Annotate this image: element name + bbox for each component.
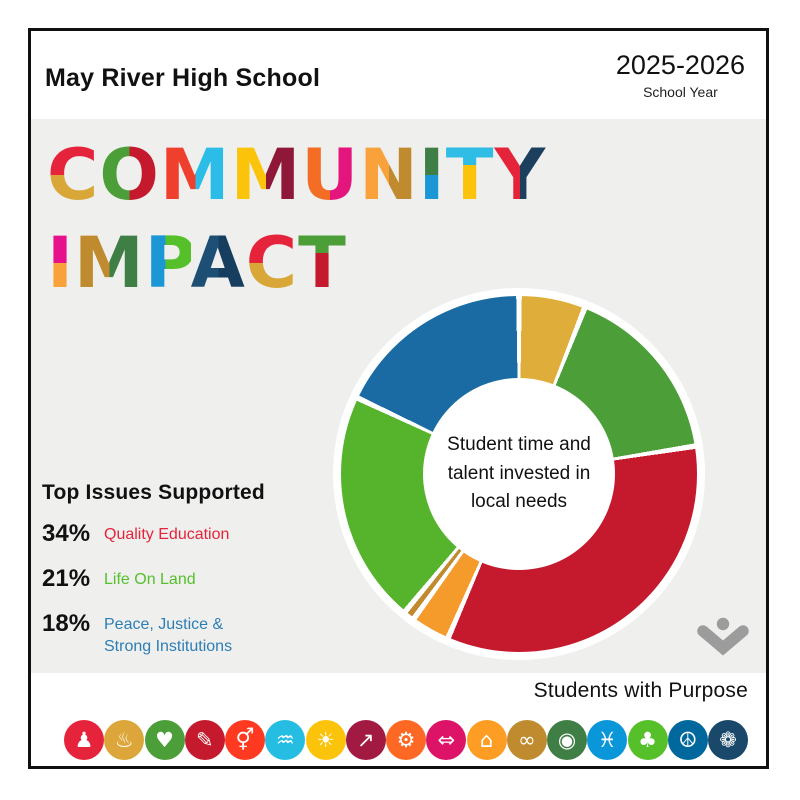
title-letter: P	[144, 222, 191, 304]
sdg-5-gender-equality-icon: ⚥	[225, 720, 265, 760]
sdg-8-decent-work-icon-glyph: ↗	[356, 727, 375, 752]
legend-items: 34% Quality Education 21% Life On Land 18% Pe…	[42, 520, 292, 657]
sdg-17-partnerships-icon: ❁	[708, 720, 748, 760]
sdg-10-reduced-inequalities-icon-glyph: ⇔	[437, 727, 456, 752]
sdg-1-no-poverty-icon-glyph: ♟	[74, 727, 94, 752]
legend-item: 21% Life On Land	[42, 565, 292, 593]
sdg-13-climate-action-icon: ◉	[547, 720, 587, 760]
title-letter: M	[159, 134, 231, 216]
sdg-9-industry-innovation-icon: ⚙	[386, 720, 426, 760]
sdg-4-quality-education-icon-glyph: ✎	[195, 727, 214, 752]
sdg-4-quality-education-icon: ✎	[184, 720, 225, 760]
sdg-7-clean-energy-icon: ☀	[305, 720, 346, 760]
sdg-15-life-on-land-icon-glyph: ♣	[638, 727, 657, 752]
school-year-caption: School Year	[643, 84, 718, 100]
title-letter: Y	[494, 134, 547, 216]
title-line-2: IMPACT	[47, 228, 546, 302]
sdg-5-gender-equality-icon-glyph: ⚥	[235, 727, 255, 752]
legend-item-label: Quality Education	[104, 526, 230, 543]
sdg-12-responsible-consumption-icon: ∞	[506, 720, 547, 760]
title-letter: M	[230, 134, 302, 216]
title-letter: C	[245, 222, 299, 304]
sdg-9-industry-innovation-icon-glyph: ⚙	[396, 727, 416, 752]
sdg-12-responsible-consumption-icon-glyph: ∞	[518, 727, 536, 752]
legend-heading: Top Issues Supported	[42, 481, 265, 504]
brand-name: Students with Purpose	[533, 679, 748, 702]
title-letter: O	[99, 134, 160, 216]
sdg-3-good-health-icon-glyph: ♥	[155, 727, 174, 752]
sdg-11-sustainable-cities-icon-glyph: ⌂	[479, 727, 494, 752]
page-title: COMMUNITY IMPACT	[47, 140, 546, 302]
sdg-16-peace-justice-icon: ☮	[667, 720, 708, 760]
title-letter: I	[418, 134, 446, 216]
sdg-11-sustainable-cities-icon: ⌂	[466, 720, 507, 760]
sdg-7-clean-energy-icon-glyph: ☀	[316, 727, 335, 752]
sdg-6-clean-water-icon-glyph: ♒	[275, 727, 295, 752]
title-letter: N	[359, 134, 419, 216]
title-letter: M	[74, 222, 145, 304]
title-letter: U	[301, 134, 360, 216]
sdg-6-clean-water-icon: ♒	[265, 720, 306, 760]
sdg-8-decent-work-icon: ↗	[345, 720, 386, 760]
title-letter: C	[47, 134, 100, 216]
students-with-purpose-logo-icon	[697, 617, 749, 656]
donut-center-label: Student time and talent invested in loca…	[447, 434, 591, 513]
sdg-16-peace-justice-icon-glyph: ☮	[678, 727, 698, 752]
sdg-2-zero-hunger-icon: ♨	[104, 720, 145, 760]
sdg-15-life-on-land-icon: ♣	[627, 720, 668, 760]
sdg-3-good-health-icon: ♥	[144, 720, 185, 760]
legend-item: 18% Peace, Justice & Strong Institutions	[42, 610, 292, 657]
title-letter: A	[190, 222, 246, 304]
legend-item: 34% Quality Education	[42, 520, 292, 548]
sdg-1-no-poverty-icon: ♟	[64, 720, 104, 760]
school-year-value: 2025-2026	[615, 50, 745, 80]
impact-donut-chart: Student time and talent invested in loca…	[333, 288, 705, 660]
top-issues-legend: Top Issues Supported 34% Quality Educatio…	[42, 481, 292, 674]
sdg-icons-row: ♟ ♨ ♥ ✎ ⚥ ♒ ☀ ↗ ⚙ ⇔ ⌂ ∞ ◉ ♓ ♣ ☮ ❁	[64, 720, 748, 760]
title-letter: T	[298, 222, 347, 304]
sdg-13-climate-action-icon-glyph: ◉	[557, 727, 577, 752]
legend-item-label: Peace, Justice & Strong Institutions	[104, 616, 233, 655]
legend-item-pct: 21%	[42, 565, 91, 592]
sdg-10-reduced-inequalities-icon: ⇔	[426, 720, 467, 760]
legend-item-pct: 18%	[42, 610, 91, 637]
title-letter: T	[445, 134, 495, 216]
sdg-14-life-below-water-icon: ♓	[587, 720, 628, 760]
title-letter: I	[47, 222, 75, 304]
legend-item-pct: 34%	[42, 520, 91, 547]
title-line-1: COMMUNITY	[47, 140, 546, 214]
legend-item-label: Life On Land	[104, 571, 196, 588]
school-year-block: 2025-2026 School Year	[616, 50, 745, 100]
sdg-14-life-below-water-icon-glyph: ♓	[597, 727, 617, 752]
donut-center: Student time and talent invested in loca…	[423, 378, 615, 570]
sdg-17-partnerships-icon-glyph: ❁	[719, 727, 737, 752]
school-name: May River High School	[45, 64, 321, 92]
sdg-2-zero-hunger-icon-glyph: ♨	[114, 727, 134, 752]
